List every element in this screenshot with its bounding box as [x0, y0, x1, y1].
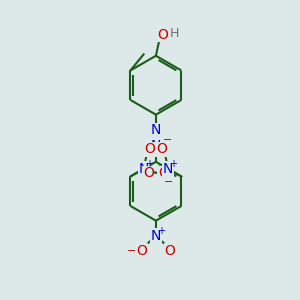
Text: O: O [157, 28, 168, 42]
Text: O: O [158, 167, 169, 180]
Text: −: − [163, 136, 172, 146]
Text: N: N [163, 162, 173, 176]
Text: H: H [170, 27, 179, 40]
Text: −: − [164, 177, 173, 187]
Text: N: N [151, 139, 161, 153]
Text: N: N [151, 229, 161, 243]
Text: O: O [164, 244, 175, 258]
Text: O: O [143, 167, 154, 180]
Text: N: N [139, 162, 149, 176]
Text: O: O [136, 244, 148, 258]
Text: +: + [145, 158, 153, 169]
Text: +: + [157, 226, 165, 236]
Text: O: O [157, 142, 167, 156]
Text: O: O [144, 142, 155, 156]
Text: N: N [151, 123, 161, 137]
Text: +: + [169, 158, 177, 169]
Text: −: − [127, 246, 136, 256]
